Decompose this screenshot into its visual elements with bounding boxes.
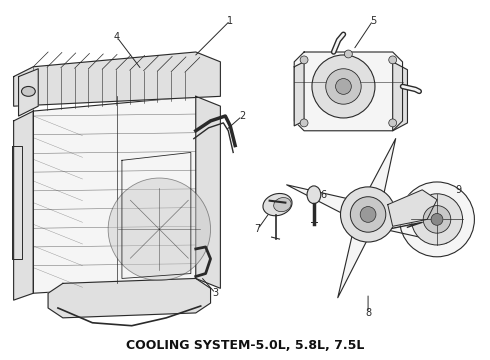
Circle shape [108, 178, 211, 280]
Circle shape [423, 206, 451, 233]
Circle shape [341, 187, 395, 242]
Ellipse shape [263, 193, 292, 216]
Text: 5: 5 [370, 15, 376, 26]
Polygon shape [392, 62, 408, 131]
Circle shape [326, 69, 361, 104]
Circle shape [389, 119, 396, 127]
Polygon shape [287, 185, 352, 216]
Text: 8: 8 [365, 308, 371, 318]
Polygon shape [14, 52, 220, 106]
Circle shape [431, 213, 443, 225]
Polygon shape [33, 96, 196, 293]
Polygon shape [196, 96, 220, 288]
Circle shape [389, 56, 396, 64]
Circle shape [312, 55, 375, 118]
Circle shape [300, 56, 308, 64]
Polygon shape [48, 278, 211, 318]
Text: COOLING SYSTEM-5.0L, 5.8L, 7.5L: COOLING SYSTEM-5.0L, 5.8L, 7.5L [126, 339, 364, 352]
Circle shape [344, 50, 352, 58]
Polygon shape [14, 111, 33, 300]
Text: 2: 2 [239, 111, 245, 121]
Circle shape [350, 197, 386, 232]
Text: 7: 7 [255, 224, 261, 234]
Text: 1: 1 [227, 15, 233, 26]
Polygon shape [338, 230, 369, 298]
Circle shape [360, 207, 376, 222]
Polygon shape [367, 139, 396, 199]
Ellipse shape [307, 186, 321, 204]
Circle shape [399, 182, 474, 257]
Text: 9: 9 [456, 185, 462, 195]
Ellipse shape [22, 86, 35, 96]
Circle shape [412, 194, 463, 245]
Ellipse shape [274, 198, 291, 212]
Polygon shape [294, 62, 304, 126]
Polygon shape [388, 190, 437, 226]
Polygon shape [294, 52, 402, 131]
Text: 4: 4 [114, 32, 120, 42]
Polygon shape [19, 69, 38, 116]
Text: 6: 6 [320, 190, 327, 200]
Circle shape [300, 119, 308, 127]
Text: 3: 3 [212, 288, 219, 298]
Circle shape [336, 78, 351, 94]
Polygon shape [384, 213, 447, 243]
